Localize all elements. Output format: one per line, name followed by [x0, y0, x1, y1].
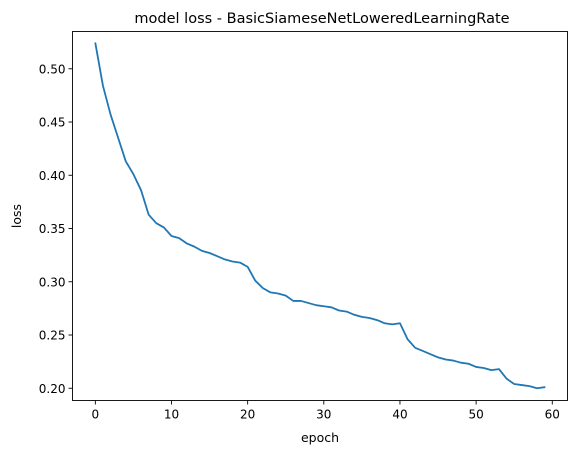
y-tick-label: 0.50 [39, 62, 66, 76]
x-tick-label: 60 [545, 408, 560, 422]
plot-frame [72, 31, 568, 401]
y-axis: 0.20 0.25 0.30 0.35 0.40 0.45 0.50 [39, 62, 73, 396]
x-tick-label: 40 [392, 408, 407, 422]
y-tick-label: 0.25 [39, 329, 66, 343]
y-tick-label: 0.30 [39, 275, 66, 289]
x-tick-label: 50 [468, 408, 483, 422]
y-tick-label: 0.20 [39, 382, 66, 396]
y-tick-label: 0.40 [39, 169, 66, 183]
chart-title: model loss - BasicSiameseNetLoweredLearn… [134, 11, 509, 27]
y-tick-label: 0.35 [39, 222, 66, 236]
y-tick-label: 0.45 [39, 116, 66, 130]
x-axis-label: epoch [301, 430, 339, 445]
x-tick-label: 10 [164, 408, 179, 422]
x-tick-label: 30 [316, 408, 331, 422]
y-axis-label: loss [9, 204, 24, 228]
x-tick-label: 20 [240, 408, 255, 422]
x-tick-label: 0 [92, 408, 100, 422]
loss-series-line [94, 42, 546, 390]
x-axis: 0 10 20 30 40 50 60 [92, 400, 560, 422]
